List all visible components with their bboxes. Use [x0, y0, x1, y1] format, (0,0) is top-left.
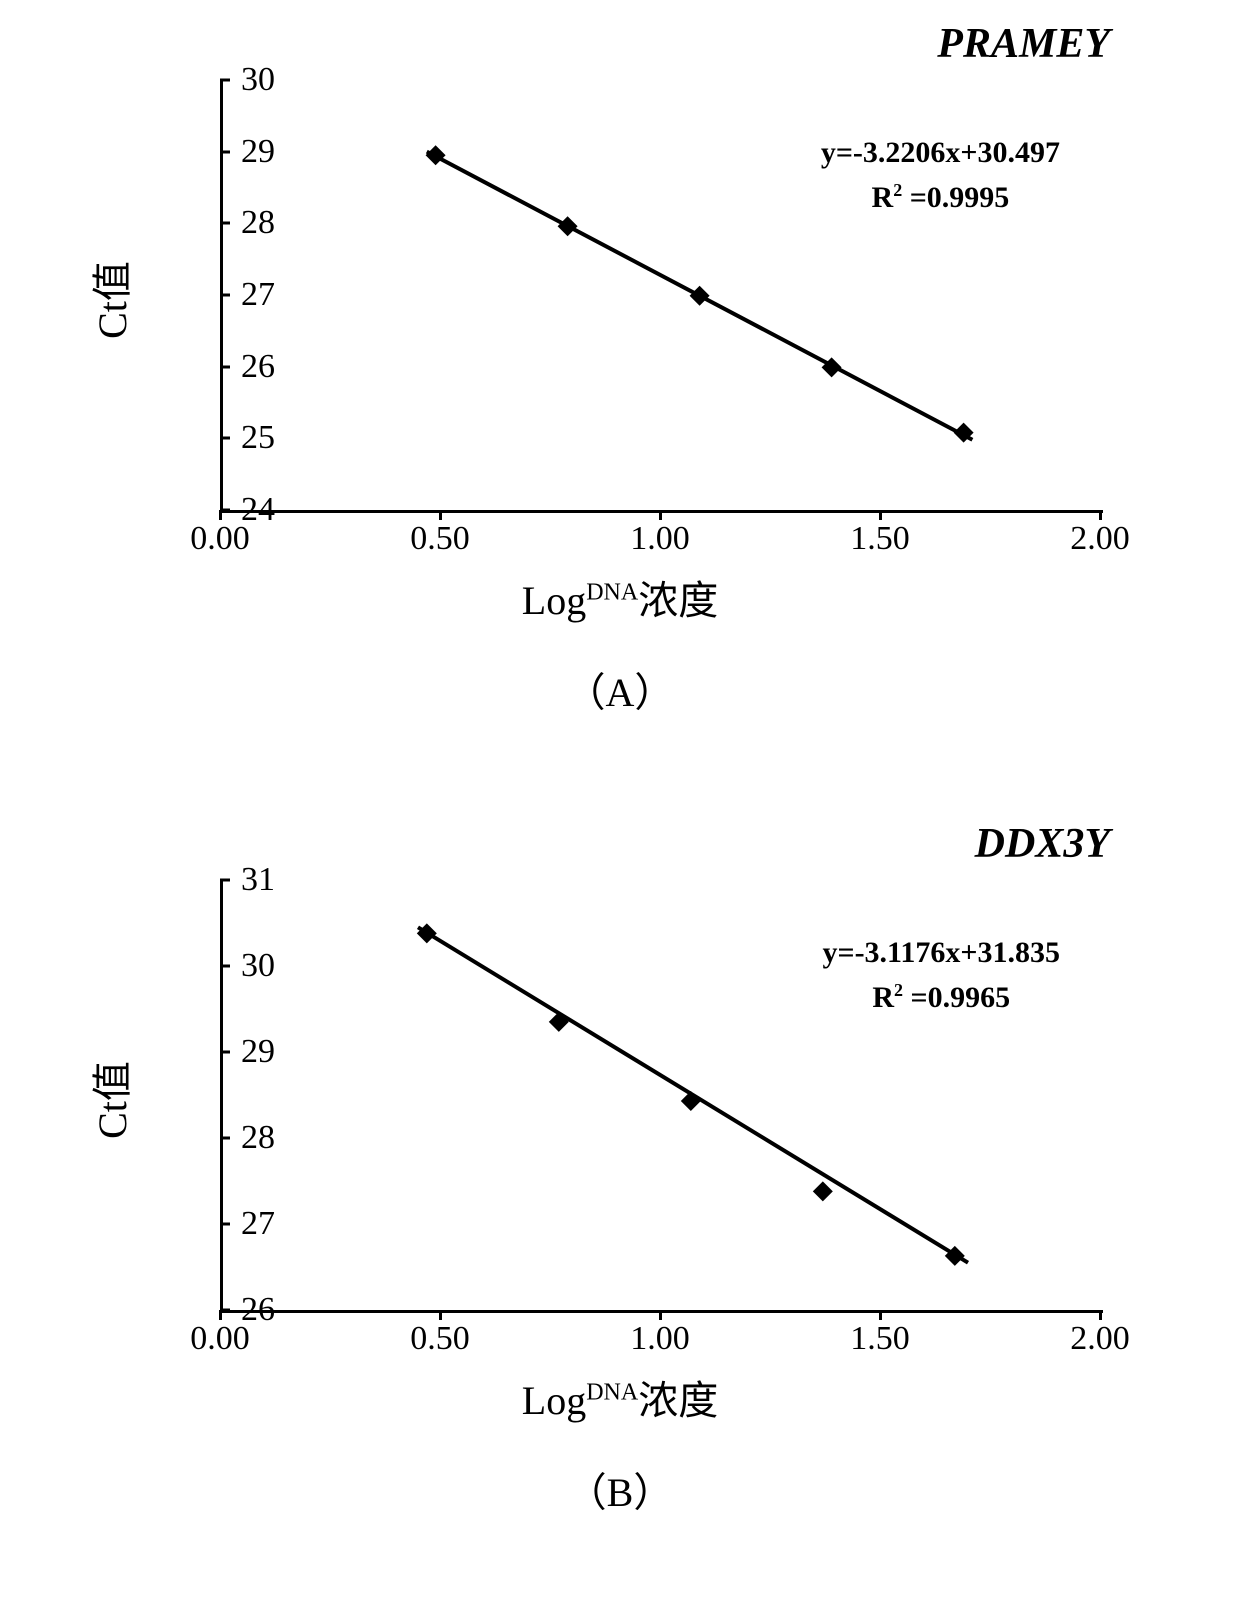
x-axis-label-suffix: 浓度: [638, 1378, 718, 1423]
xtick-mark: [1099, 1310, 1102, 1320]
data-marker: [549, 1012, 569, 1032]
data-marker: [558, 216, 578, 236]
xtick-label: 2.00: [1070, 1320, 1130, 1358]
data-marker: [690, 286, 710, 306]
xtick-mark: [879, 1310, 882, 1320]
xtick-label: 0.00: [190, 520, 250, 558]
plot-svg: [220, 80, 1100, 510]
xtick-label: 0.50: [410, 520, 470, 558]
panel-a: PRAMEY242526272829300.000.501.001.502.00…: [70, 20, 1170, 740]
chart-title: DDX3Y: [975, 820, 1110, 868]
xtick-label: 2.00: [1070, 520, 1130, 558]
panel-b: DDX3Y2627282930310.000.501.001.502.00Ct值…: [70, 820, 1170, 1540]
xtick-mark: [439, 1310, 442, 1320]
xtick-label: 1.50: [850, 520, 910, 558]
xtick-label: 1.00: [630, 520, 690, 558]
x-axis-label-super: DNA: [586, 1380, 638, 1406]
xtick-label: 1.00: [630, 1320, 690, 1358]
plot-svg: [220, 880, 1100, 1310]
y-axis-label: Ct值: [80, 1061, 138, 1139]
y-axis-label: Ct值: [80, 261, 138, 339]
xtick-mark: [659, 1310, 662, 1320]
panel-label: （B）: [70, 1460, 1170, 1518]
xtick-mark: [1099, 510, 1102, 520]
xtick-mark: [219, 1310, 222, 1320]
x-axis-label-prefix: Log: [522, 578, 586, 623]
data-marker: [681, 1091, 701, 1111]
x-axis-label-super: DNA: [586, 580, 638, 606]
panel-label: （A）: [70, 660, 1170, 718]
data-marker: [813, 1181, 833, 1201]
xtick-mark: [879, 510, 882, 520]
x-axis-label-suffix: 浓度: [638, 578, 718, 623]
page: PRAMEY242526272829300.000.501.001.502.00…: [0, 0, 1240, 1623]
xtick-label: 1.50: [850, 1320, 910, 1358]
xtick-label: 0.50: [410, 1320, 470, 1358]
x-axis-label: LogDNA浓度: [70, 1368, 1170, 1426]
xtick-mark: [219, 510, 222, 520]
xtick-label: 0.00: [190, 1320, 250, 1358]
xtick-mark: [659, 510, 662, 520]
x-axis-label-prefix: Log: [522, 1378, 586, 1423]
chart-title: PRAMEY: [937, 20, 1110, 68]
x-axis-label: LogDNA浓度: [70, 568, 1170, 626]
xtick-mark: [439, 510, 442, 520]
